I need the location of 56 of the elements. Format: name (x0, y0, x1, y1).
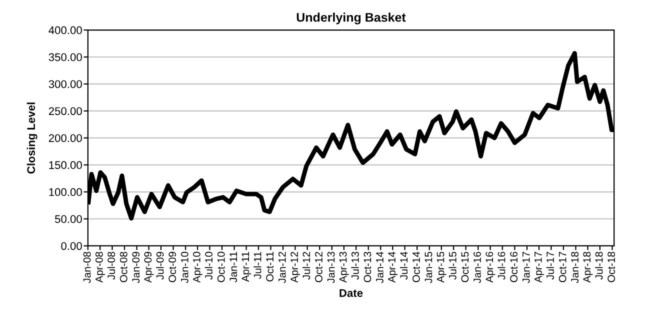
x-tick-label: Oct-12 (315, 252, 322, 282)
y-tick-label: 150.00 (49, 161, 82, 170)
x-tick-label: Jul-14 (400, 252, 408, 280)
x-tick-label: Jan-16 (474, 252, 481, 284)
x-tick-label: Apr-16 (486, 252, 496, 283)
x-tick-label: Jan-10 (180, 252, 188, 284)
x-tick-label: Jan-13 (327, 252, 335, 284)
x-tick-label: Oct-14 (412, 252, 420, 282)
x-tick-label: Jan-09 (132, 252, 140, 284)
x-tick-label: Jan-14 (376, 252, 384, 284)
x-tick-label: Jan-15 (424, 252, 432, 284)
x-tick-label: Jul-10 (204, 252, 212, 280)
x-tick-label: Oct-13 (364, 252, 372, 282)
x-tick-label: Apr-13 (339, 252, 349, 283)
x-tick-label: Apr-14 (388, 252, 398, 283)
x-tick-label: Jul-16 (498, 252, 506, 280)
y-tick-label: 0.00 (61, 242, 82, 250)
x-tick-label: Oct-11 (266, 252, 274, 282)
x-tick-label: Jul-11 (254, 252, 262, 279)
y-tick-label: 100.00 (49, 188, 82, 196)
x-tick-label: Jul-15 (448, 252, 456, 280)
x-tick-label: Apr-10 (192, 252, 202, 283)
x-tick-label: Jul-13 (351, 252, 359, 280)
x-tick-label: Oct-18 (608, 252, 615, 282)
x-tick-label: Jan-12 (278, 252, 286, 284)
x-tick-label: Jul-08 (107, 252, 116, 280)
x-tick-label: Jul-18 (595, 252, 603, 280)
y-tick-label: 200.00 (48, 134, 82, 142)
x-axis-title: Date (340, 289, 363, 297)
x-tick-label: Oct-08 (120, 252, 128, 282)
x-tick-label: Apr-12 (290, 252, 300, 283)
x-tick-label: Oct-15 (461, 252, 469, 282)
y-tick-label: 350.00 (48, 53, 82, 62)
x-tick-label: Jan-11 (230, 252, 238, 282)
x-tick-label: Apr-11 (242, 252, 252, 282)
y-tick-label: 250.00 (48, 107, 82, 116)
x-tick-label: Oct-16 (510, 252, 518, 282)
x-tick-label: Jul-09 (156, 252, 164, 280)
x-tick-label: Jan-18 (571, 252, 579, 284)
x-tick-label: Oct-09 (168, 252, 176, 282)
x-tick-label: Oct-17 (558, 252, 566, 282)
x-tick-label: Jul-17 (546, 252, 554, 280)
x-tick-label: Apr-09 (144, 252, 154, 283)
x-tick-label: Jul-12 (302, 252, 310, 280)
x-tick-label: Jan-17 (522, 252, 530, 284)
y-tick-label: 400.00 (48, 26, 82, 34)
x-tick-label: Oct-10 (217, 252, 225, 282)
chart-title: Underlying Basket (296, 12, 406, 24)
y-axis-title: Closing Level (26, 102, 38, 174)
x-tick-label: Apr-17 (534, 252, 544, 283)
x-tick-label: Apr-08 (95, 252, 105, 283)
x-tick-label: Apr-18 (583, 252, 593, 283)
y-tick-label: 50.00 (55, 215, 82, 224)
x-tick-label: Jan-08 (83, 252, 91, 284)
x-tick-label: Apr-15 (436, 252, 446, 283)
y-tick-label: 300.00 (48, 80, 82, 88)
